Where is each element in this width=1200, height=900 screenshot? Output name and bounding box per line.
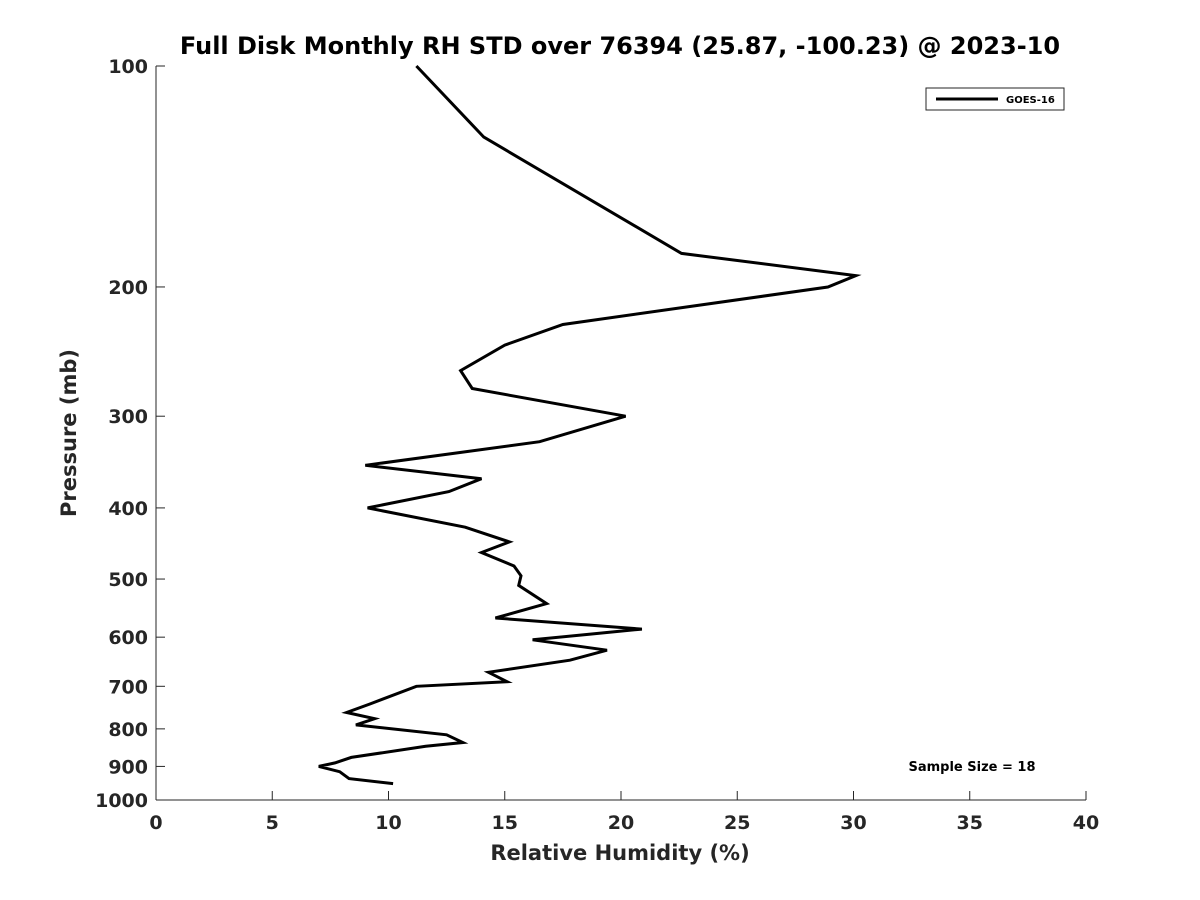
y-ticks: 100 200 300 400 500 600 700 800 900 1000 xyxy=(95,56,165,812)
legend: GOES-16 xyxy=(925,87,1065,111)
chart-title: Full Disk Monthly RH STD over 76394 (25.… xyxy=(180,32,1060,60)
x-tick-label: 0 xyxy=(149,812,162,834)
y-tick-label: 400 xyxy=(108,498,148,520)
x-axis-label: Relative Humidity (%) xyxy=(490,841,749,865)
x-tick-label: 5 xyxy=(266,812,279,834)
x-ticks: 0 5 10 15 20 25 30 35 40 xyxy=(149,791,1099,834)
y-tick-label: 100 xyxy=(108,56,148,78)
series-line-0 xyxy=(318,64,862,786)
x-tick-label: 20 xyxy=(608,812,634,834)
y-tick-label: 500 xyxy=(108,569,148,591)
y-tick-label: 1000 xyxy=(95,790,148,812)
y-tick-label: 200 xyxy=(108,277,148,299)
plot-area: 0 5 10 15 20 25 30 35 40 100 200 300 400 500 600 700 80… xyxy=(95,56,1099,834)
y-tick-label: 800 xyxy=(108,719,148,741)
y-tick-label: 300 xyxy=(108,406,148,428)
legend-label: GOES-16 xyxy=(1006,95,1055,106)
y-axis-label: Pressure (mb) xyxy=(57,349,81,517)
y-tick-label: 900 xyxy=(108,756,148,778)
x-tick-label: 35 xyxy=(957,812,983,834)
x-tick-label: 10 xyxy=(375,812,401,834)
sample-size-annotation: Sample Size = 18 xyxy=(908,760,1035,775)
x-tick-label: 25 xyxy=(724,812,750,834)
x-tick-label: 30 xyxy=(840,812,866,834)
x-tick-label: 15 xyxy=(492,812,518,834)
y-tick-label: 600 xyxy=(108,627,148,649)
x-tick-label: 40 xyxy=(1073,812,1099,834)
series-group xyxy=(318,64,862,786)
y-tick-label: 700 xyxy=(108,676,148,698)
